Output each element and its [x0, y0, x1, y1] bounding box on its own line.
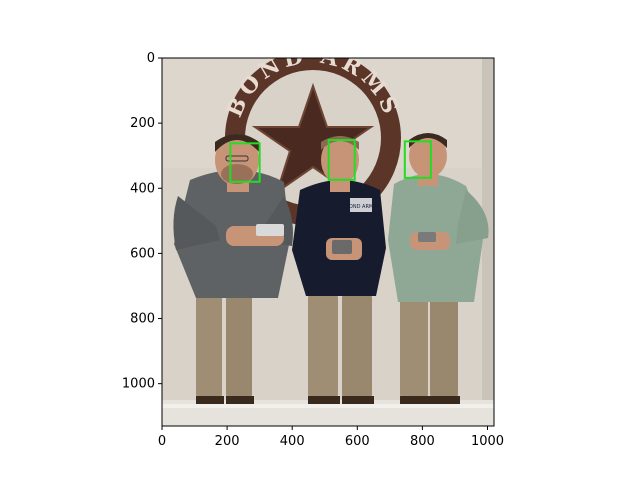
x-tick-label: 0: [158, 434, 166, 449]
y-tick-label: 1000: [122, 377, 155, 392]
y-tick-label: 400: [130, 181, 155, 196]
person-left: [173, 134, 293, 404]
x-tick-label: 600: [345, 434, 370, 449]
axes-frame: [161, 57, 495, 427]
y-tick-label: 600: [130, 246, 155, 261]
x-tick-label: 1000: [471, 434, 504, 449]
x-tick-label: 800: [410, 434, 435, 449]
face-boxes: [229, 139, 432, 183]
person-middle: BOND ARMS: [292, 136, 386, 404]
shirt-text: BOND ARMS: [346, 204, 377, 210]
y-tick-label: 800: [130, 312, 155, 327]
y-tick-label: 0: [147, 51, 155, 66]
sign-star-icon: [251, 82, 375, 195]
x-tick-label: 200: [215, 434, 240, 449]
y-axis: 0 200 400 600 800 1000: [122, 51, 162, 392]
door-frame: [482, 58, 494, 426]
face-box-2: [327, 139, 356, 181]
x-tick-label: 400: [280, 434, 305, 449]
x-axis: 0 200 400 600 800 1000: [158, 426, 504, 449]
photo: BOND ARMS BOND: [162, 58, 494, 426]
face-box-3: [403, 140, 432, 179]
face-box-1: [229, 142, 261, 183]
person-right: [388, 133, 489, 404]
y-tick-label: 200: [130, 116, 155, 131]
